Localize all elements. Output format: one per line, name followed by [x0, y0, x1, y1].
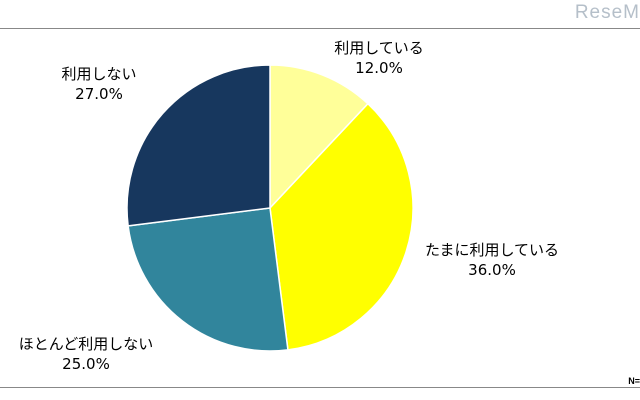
slice-percent-label: 36.0% [468, 261, 516, 279]
slice-label-sometimes: たまに利用している 36.0% [402, 240, 582, 280]
slice-label-rarely: ほとんど利用しない 25.0% [0, 334, 172, 374]
slice-label-not-using: 利用しない 27.0% [44, 64, 154, 104]
slice-percent-label: 12.0% [355, 59, 403, 77]
slice-label-using: 利用している 12.0% [313, 38, 445, 78]
sample-size-note: N= [628, 376, 640, 386]
slice-percent-label: 27.0% [75, 85, 123, 103]
slice-category-label: ほとんど利用しない [18, 335, 154, 353]
pie-slice-not-using [126, 64, 271, 227]
pie-slice-sometimes [269, 102, 414, 351]
slice-category-label: たまに利用している [424, 241, 560, 259]
pie-slice-rarely [127, 207, 289, 352]
pie-slice-using [269, 64, 369, 210]
chart-frame [0, 28, 640, 388]
slice-category-label: 利用している [334, 39, 424, 57]
watermark-logo: ReseM [574, 2, 640, 23]
pie-slices [126, 64, 414, 352]
slice-category-label: 利用しない [61, 65, 137, 83]
slice-percent-label: 25.0% [62, 355, 110, 373]
